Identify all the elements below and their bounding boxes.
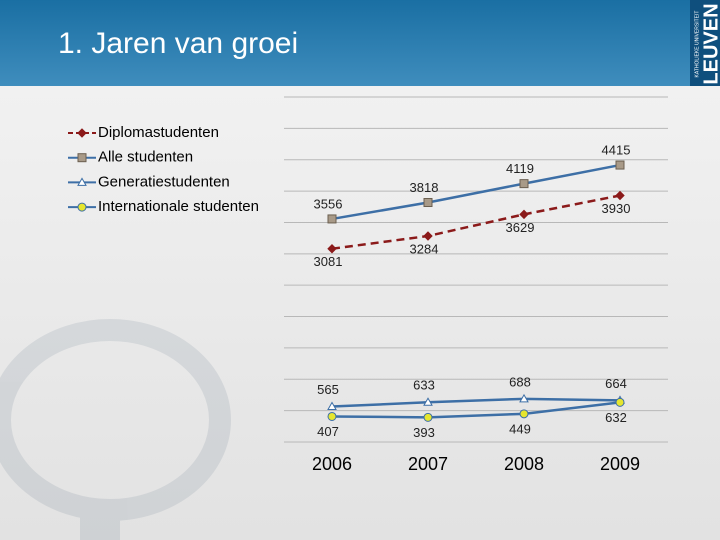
data-label: 3284: [410, 241, 439, 256]
marker: [519, 209, 529, 220]
data-label: 449: [509, 421, 531, 436]
series-line: [331, 401, 621, 419]
marker: [423, 412, 433, 422]
marker: [519, 409, 529, 419]
marker: [327, 411, 337, 421]
series-line: [331, 163, 621, 221]
logo: LEUVEN: [700, 3, 720, 84]
data-label: 3629: [506, 220, 535, 235]
x-tick-label: 2008: [504, 454, 544, 474]
logo-small: KATHOLIEKE UNIVERSITEIT: [694, 11, 700, 78]
header-bar: [0, 0, 720, 86]
marker: [423, 231, 433, 241]
slide-title: 1. Jaren van groei: [58, 27, 298, 60]
marker: [519, 179, 529, 189]
marker: [519, 393, 529, 403]
legend-marker: [77, 177, 87, 186]
legend-label: Generatiestudenten: [98, 173, 230, 190]
legend-marker: [77, 202, 87, 212]
marker: [327, 244, 337, 254]
data-label: 393: [413, 425, 435, 440]
marker: [615, 190, 625, 201]
watermark: [0, 319, 231, 540]
legend-marker: [77, 153, 87, 163]
marker: [615, 160, 625, 170]
data-label: 3556: [314, 196, 343, 211]
marker: [615, 397, 625, 407]
legend-label: Internationale studenten: [98, 198, 259, 215]
data-label: 3818: [410, 180, 439, 195]
legend-label: Alle studenten: [98, 149, 193, 166]
data-label: 565: [317, 382, 339, 397]
series-line: [331, 397, 621, 408]
data-label: 633: [413, 378, 435, 393]
marker: [423, 198, 433, 208]
marker: [423, 397, 433, 406]
data-label: 3081: [314, 254, 343, 269]
marker: [327, 214, 337, 224]
data-label: 4415: [602, 142, 631, 157]
x-tick-label: 2009: [600, 454, 640, 474]
data-label: 664: [605, 376, 627, 391]
data-label: 407: [317, 424, 339, 439]
data-label: 688: [509, 374, 531, 389]
marker: [327, 401, 337, 411]
data-label: 3930: [602, 201, 631, 216]
x-tick-label: 2007: [408, 454, 448, 474]
legend-label: Diplomastudenten: [98, 124, 219, 141]
logo-box: [690, 0, 720, 86]
series-line: [331, 194, 621, 250]
data-label: 4119: [506, 161, 534, 176]
legend-marker: [77, 128, 87, 138]
data-label: 632: [605, 410, 627, 425]
x-tick-label: 2006: [312, 454, 352, 474]
